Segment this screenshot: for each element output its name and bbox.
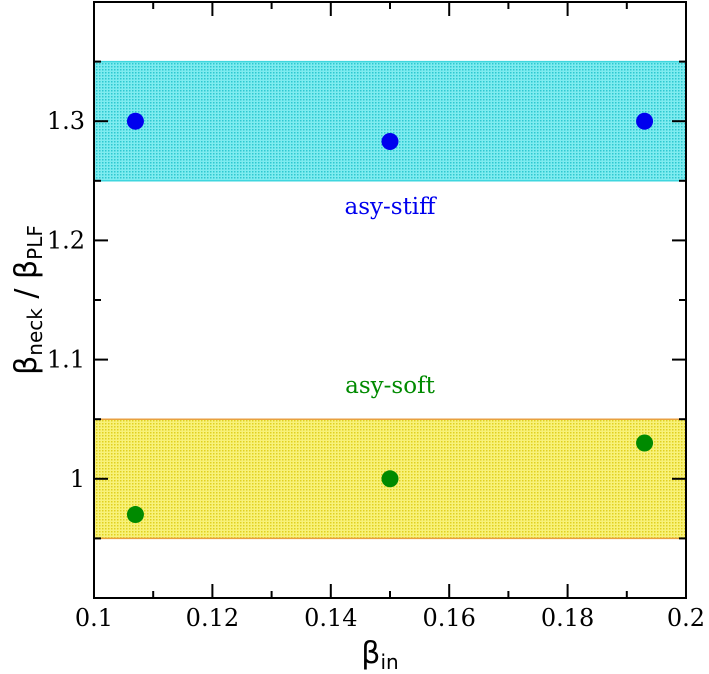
annotations-layer: asy-stiff asy-soft [344, 194, 437, 399]
y-axis-label-num-sub: neck [23, 308, 47, 356]
y-tick-label: 1.1 [47, 346, 85, 374]
series-0-point [381, 132, 399, 150]
y-axis-label: βneck / βPLF [9, 225, 47, 375]
x-tick-label: 0.14 [304, 604, 357, 632]
x-axis-label-sub: in [380, 650, 398, 674]
y-axis-label-num-main: β [9, 356, 44, 375]
x-axis-label-main: β [361, 636, 380, 671]
y-tick-label: 1.3 [47, 107, 85, 135]
plot-frame [93, 1, 687, 599]
x-tick-label: 0.12 [186, 604, 239, 632]
annotation-1: asy-soft [345, 373, 435, 399]
series-1-point [636, 434, 654, 452]
points-layer [126, 112, 654, 524]
ticks-layer: 0.1 0.12 0.14 0.16 0.18 0.2 1 1.1 1.2 1.3 [47, 2, 705, 632]
y-tick-label: 1 [70, 465, 85, 493]
x-tick-label: 0.2 [667, 604, 705, 632]
series-1-point [381, 470, 399, 488]
annotation-0: asy-stiff [344, 194, 437, 220]
series-1-point [126, 506, 144, 524]
x-tick-label: 0.1 [75, 604, 113, 632]
series-0-point [126, 112, 144, 130]
band-0 [94, 61, 686, 181]
y-axis-label-den-main: β [9, 260, 44, 279]
x-axis-label: βin [361, 636, 398, 674]
x-tick-label: 0.16 [422, 604, 475, 632]
y-tick-label: 1.2 [47, 226, 85, 254]
x-tick-label: 0.18 [541, 604, 594, 632]
y-axis-label-sep: / [9, 279, 44, 308]
y-axis-label-den-sub: PLF [23, 225, 47, 260]
series-0-point [636, 112, 654, 130]
